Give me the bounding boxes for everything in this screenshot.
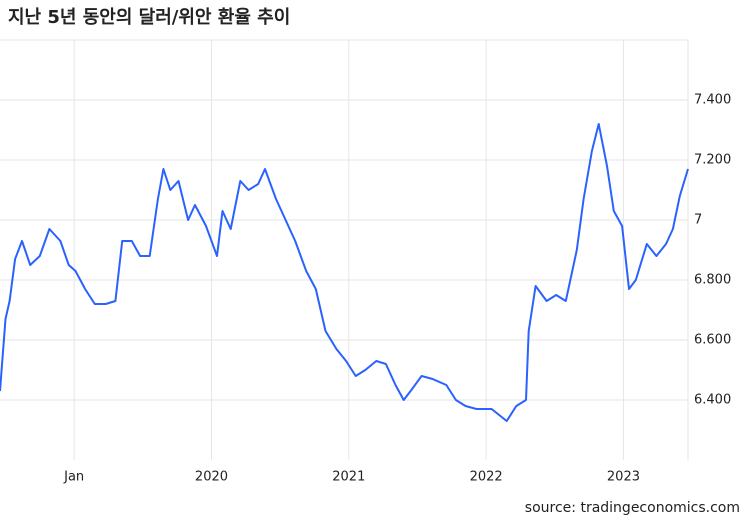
y-tick-label: 6.400 [694,393,731,408]
y-tick-label: 7 [694,213,702,228]
x-tick-label: 2020 [195,470,228,485]
x-tick-label: 2023 [607,470,640,485]
x-tick-label: 2022 [470,470,503,485]
y-tick-label: 7.200 [694,153,731,168]
x-tick-label: 2021 [332,470,365,485]
y-tick-label: 7.400 [694,93,731,108]
x-tick-label: Jan [63,470,84,485]
series-line [0,123,689,422]
chart-title: 지난 5년 동안의 달러/위안 환율 추이 [8,6,290,28]
source: source: tradingeconomics.com [525,500,740,516]
y-tick-label: 6.800 [694,273,731,288]
y-tick-label: 6.600 [694,333,731,348]
